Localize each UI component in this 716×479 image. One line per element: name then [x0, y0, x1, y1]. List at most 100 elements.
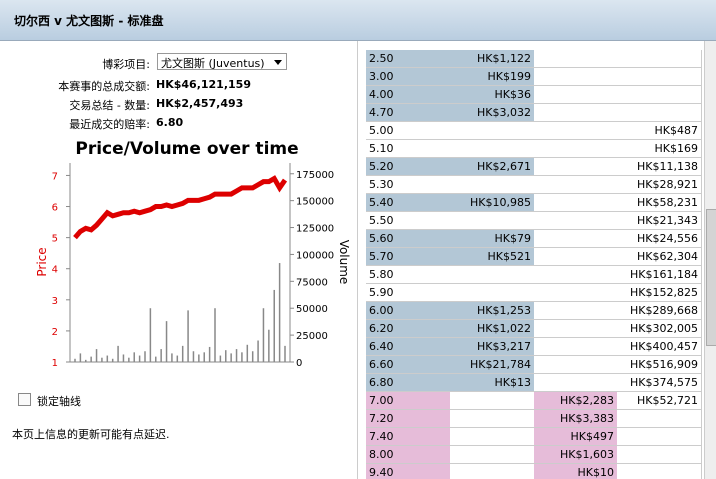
back-cell — [450, 140, 535, 158]
field-label: 本赛事的总成交额: — [58, 80, 150, 93]
lay-cell: HK$10 — [534, 464, 618, 479]
y-tick-label: 5 — [52, 234, 58, 245]
odds-cell: 7.00 — [366, 392, 451, 410]
matched-cell: HK$11,138 — [617, 158, 702, 176]
odds-cell: 4.00 — [366, 86, 451, 104]
back-cell — [450, 392, 535, 410]
y-tick-label: 1 — [52, 358, 58, 369]
matched-cell — [617, 86, 702, 104]
table-row: 7.00 HK$2,283 HK$52,721 — [366, 392, 702, 410]
table-row: 5.80 HK$161,184 — [366, 266, 702, 284]
odds-cell: 5.20 — [366, 158, 451, 176]
back-cell: HK$199 — [450, 68, 535, 86]
table-row: 5.60 HK$79 HK$24,556 — [366, 230, 702, 248]
back-cell — [450, 284, 535, 302]
table-row: 4.00 HK$36 — [366, 86, 702, 104]
checkbox[interactable] — [18, 393, 31, 406]
odds-cell: 5.80 — [366, 266, 451, 284]
table-row: 2.50 HK$1,122 — [366, 50, 702, 68]
lay-cell — [534, 212, 618, 230]
back-cell — [450, 464, 535, 479]
table-row: 8.00 HK$1,603 — [366, 446, 702, 464]
y2-tick-label: 125000 — [296, 224, 334, 235]
y2-label: Volume — [337, 240, 351, 285]
odds-cell: 5.00 — [366, 122, 451, 140]
matched-cell — [617, 446, 702, 464]
lay-cell — [534, 50, 618, 68]
matched-cell: HK$302,005 — [617, 320, 702, 338]
matched-cell — [617, 428, 702, 446]
odds-table: 2.50 HK$1,122 3.00 HK$199 4.00 HK$36 4.70 HK$3,… — [366, 50, 703, 479]
lay-cell — [534, 338, 618, 356]
lay-cell — [534, 320, 618, 338]
lay-cell — [534, 356, 618, 374]
back-cell: HK$10,985 — [450, 194, 535, 212]
odds-cell: 5.70 — [366, 248, 451, 266]
matched-cell: HK$52,721 — [617, 392, 702, 410]
lay-cell — [534, 248, 618, 266]
back-cell: HK$21,784 — [450, 356, 535, 374]
back-cell: HK$1,122 — [450, 50, 535, 68]
back-cell: HK$3,217 — [450, 338, 535, 356]
y-tick-label: 7 — [52, 171, 58, 182]
odds-cell: 5.10 — [366, 140, 451, 158]
table-row: 6.20 HK$1,022 HK$302,005 — [366, 320, 702, 338]
y2-tick-label: 150000 — [296, 197, 334, 208]
matched-cell: HK$21,343 — [617, 212, 702, 230]
checkbox-label: 锁定轴线 — [37, 395, 81, 408]
odds-cell: 5.50 — [366, 212, 451, 230]
title: 切尔西 v 尤文图斯 - 标准盘 — [14, 14, 164, 28]
matched-cell: HK$487 — [617, 122, 702, 140]
y2-tick-label: 75000 — [296, 277, 328, 288]
table-row: 6.60 HK$21,784 HK$516,909 — [366, 356, 702, 374]
table-row: 5.90 HK$152,825 — [366, 284, 702, 302]
odds-cell: 9.40 — [366, 464, 451, 479]
field-label: 最近成交的赔率: — [69, 118, 150, 131]
scroll-thumb[interactable] — [706, 209, 716, 346]
y2-tick-label: 25000 — [296, 331, 328, 342]
y2-tick-label: 100000 — [296, 250, 334, 261]
back-cell: HK$1,022 — [450, 320, 535, 338]
note: 本页上信息的更新可能有点延迟. — [12, 428, 170, 441]
lay-cell — [534, 374, 618, 392]
table-row: 5.70 HK$521 HK$62,304 — [366, 248, 702, 266]
back-cell: HK$3,032 — [450, 104, 535, 122]
field-value: 6.80 — [156, 116, 184, 129]
field-label: 交易总结 - 数量: — [69, 99, 150, 112]
y2-tick-label: 0 — [296, 358, 302, 369]
table-row: 3.00 HK$199 — [366, 68, 702, 86]
table-row: 4.70 HK$3,032 — [366, 104, 702, 122]
odds-cell: 6.80 — [366, 374, 451, 392]
odds-cell: 7.20 — [366, 410, 451, 428]
back-cell — [450, 176, 535, 194]
matched-cell: HK$24,556 — [617, 230, 702, 248]
y-tick-label: 2 — [52, 327, 58, 338]
lay-cell — [534, 104, 618, 122]
table-row: 5.00 HK$487 — [366, 122, 702, 140]
table-row: 6.80 HK$13 HK$374,575 — [366, 374, 702, 392]
matched-cell: HK$400,457 — [617, 338, 702, 356]
select[interactable]: 尤文图斯 (Juventus) — [157, 53, 287, 70]
y-tick-label: 3 — [52, 296, 58, 307]
y-tick-label: 4 — [52, 265, 58, 276]
lay-cell — [534, 284, 618, 302]
matched-cell — [617, 50, 702, 68]
table-row: 5.30 HK$28,921 — [366, 176, 702, 194]
odds-cell: 8.00 — [366, 446, 451, 464]
odds-cell: 3.00 — [366, 68, 451, 86]
lay-cell — [534, 122, 618, 140]
table-row: 5.40 HK$10,985 HK$58,231 — [366, 194, 702, 212]
scrollbar[interactable] — [704, 41, 716, 479]
matched-cell — [617, 464, 702, 479]
table-row: 6.40 HK$3,217 HK$400,457 — [366, 338, 702, 356]
lay-cell: HK$497 — [534, 428, 618, 446]
matched-cell: HK$169 — [617, 140, 702, 158]
back-cell: HK$2,671 — [450, 158, 535, 176]
field-value: HK$46,121,159 — [156, 78, 251, 91]
matched-cell — [617, 104, 702, 122]
back-cell — [450, 266, 535, 284]
table-row: 5.50 HK$21,343 — [366, 212, 702, 230]
odds-cell: 6.60 — [366, 356, 451, 374]
matched-cell: HK$152,825 — [617, 284, 702, 302]
